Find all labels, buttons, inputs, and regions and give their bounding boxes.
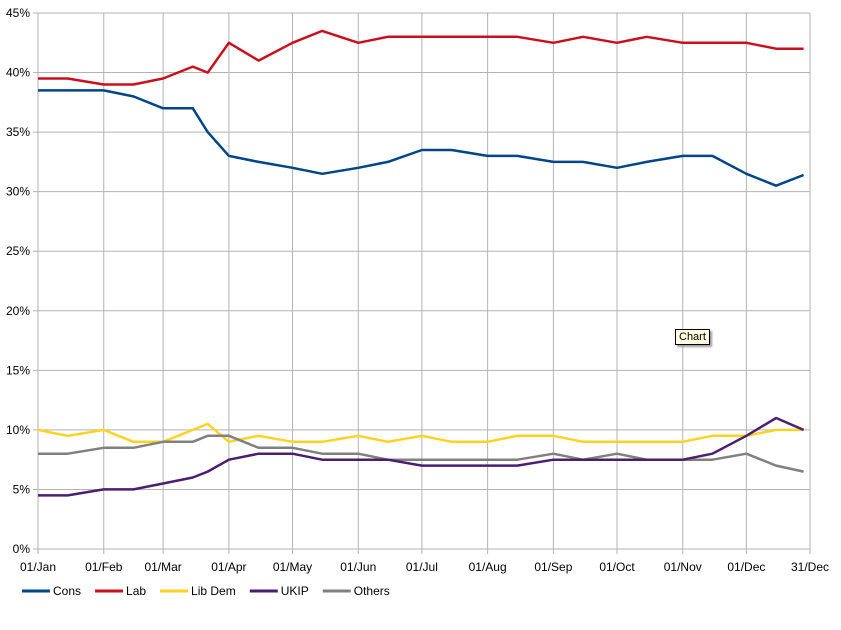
y-tick-label: 35% bbox=[6, 125, 30, 139]
series-line-cons bbox=[38, 89, 805, 187]
y-tick-label: 10% bbox=[6, 423, 30, 437]
x-tick-label: 01/Oct bbox=[599, 560, 635, 574]
y-tick-label: 25% bbox=[6, 244, 30, 258]
x-tick-label: 01/Jun bbox=[340, 560, 376, 574]
legend-label: Cons bbox=[53, 584, 81, 598]
legend-label: UKIP bbox=[281, 584, 309, 598]
y-tick-label: 30% bbox=[6, 185, 30, 199]
chart-tooltip: Chart bbox=[675, 329, 710, 345]
x-tick-label: 01/Nov bbox=[664, 560, 702, 574]
x-tick-label: 01/Jul bbox=[406, 560, 438, 574]
legend-label: Lib Dem bbox=[191, 584, 236, 598]
x-tick-label: 01/Dec bbox=[727, 560, 765, 574]
y-tick-label: 15% bbox=[6, 363, 30, 377]
legend-item-others: Others bbox=[322, 584, 390, 598]
x-tick-label: 31/Dec bbox=[791, 560, 829, 574]
x-tick-label: 01/Mar bbox=[144, 560, 181, 574]
legend-label: Lab bbox=[126, 584, 146, 598]
legend-item-lab: Lab bbox=[95, 584, 146, 598]
y-tick-label: 40% bbox=[6, 66, 30, 80]
x-tick-label: 01/Apr bbox=[211, 560, 246, 574]
y-tick-label: 20% bbox=[6, 304, 30, 318]
y-tick-label: 5% bbox=[13, 482, 31, 496]
legend-item-cons: Cons bbox=[22, 584, 81, 598]
x-tick-label: 01/May bbox=[273, 560, 312, 574]
legend-item-ukip: UKIP bbox=[249, 584, 309, 598]
x-tick-label: 01/Sep bbox=[534, 560, 572, 574]
x-tick-label: 01/Feb bbox=[85, 560, 123, 574]
series-line-lib-dem bbox=[37, 422, 804, 444]
x-tick-label: 01/Aug bbox=[469, 560, 507, 574]
legend-label: Others bbox=[354, 584, 390, 598]
series-line-lab bbox=[38, 29, 804, 86]
y-tick-label: 45% bbox=[6, 6, 30, 20]
y-tick-label: 0% bbox=[13, 542, 31, 556]
series-line-ukip bbox=[38, 416, 805, 497]
x-tick-label: 01/Jan bbox=[20, 560, 56, 574]
legend-item-lib-dem: Lib Dem bbox=[160, 584, 236, 598]
